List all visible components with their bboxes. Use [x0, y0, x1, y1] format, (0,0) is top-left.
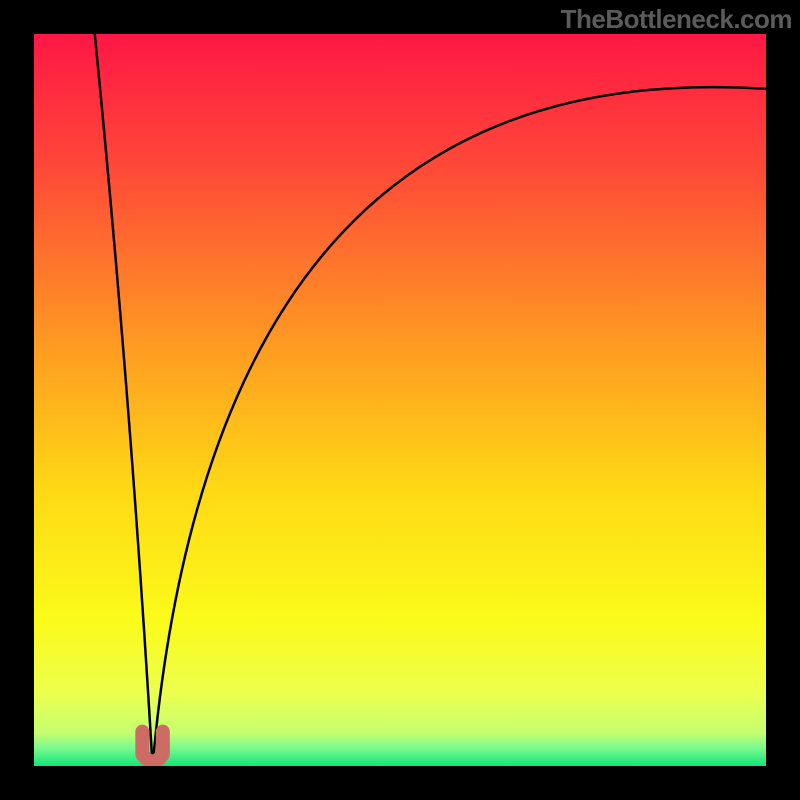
watermark-text: TheBottleneck.com — [561, 4, 792, 35]
gradient-background — [34, 34, 766, 766]
plot-area — [34, 34, 766, 766]
figure-root: TheBottleneck.com — [0, 0, 800, 800]
